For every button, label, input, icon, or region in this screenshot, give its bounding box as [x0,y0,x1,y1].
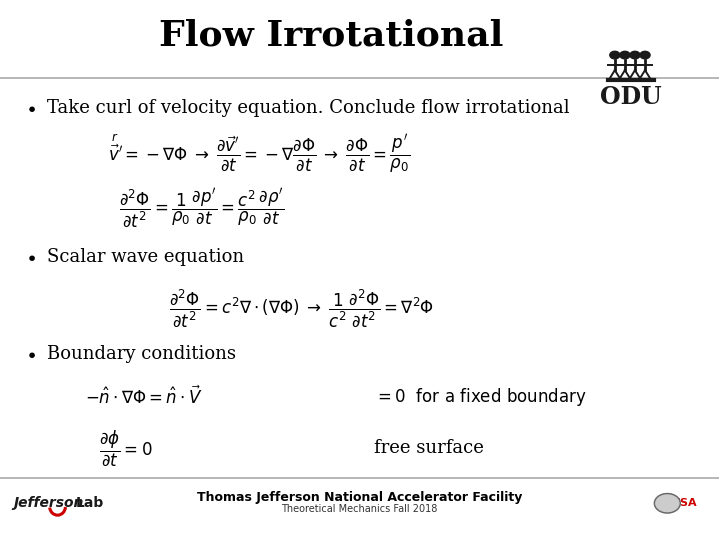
Circle shape [620,51,630,59]
Circle shape [630,51,640,59]
Text: Scalar wave equation: Scalar wave equation [47,247,244,266]
Text: $\overset{r}{\vec{v}}' = -\nabla\Phi \;\rightarrow\; \dfrac{\partial \vec{v}'}{\: $\overset{r}{\vec{v}}' = -\nabla\Phi \;\… [108,133,410,175]
Text: $-\hat{n}\cdot\nabla\Phi = \hat{n}\cdot\vec{V}$: $-\hat{n}\cdot\nabla\Phi = \hat{n}\cdot\… [85,386,202,408]
Text: $\dfrac{\partial^2\Phi}{\partial t^2} = \dfrac{1}{\rho_0}\dfrac{\partial p'}{\pa: $\dfrac{\partial^2\Phi}{\partial t^2} = … [119,186,284,230]
Text: free surface: free surface [374,439,484,457]
Text: $= 0\ \ \mathrm{for\ a\ fixed\ boundary}$: $= 0\ \ \mathrm{for\ a\ fixed\ boundary}… [374,386,587,408]
Circle shape [654,494,680,513]
Text: $\bullet$: $\bullet$ [25,247,36,266]
Text: Theoretical Mechanics Fall 2018: Theoretical Mechanics Fall 2018 [282,504,438,514]
Text: Take curl of velocity equation. Conclude flow irrotational: Take curl of velocity equation. Conclude… [47,99,570,117]
Text: ODU: ODU [600,85,662,109]
Text: Jefferson: Jefferson [13,496,84,510]
Text: $\bullet$: $\bullet$ [25,98,36,118]
Text: $\dfrac{\partial^2\Phi}{\partial t^2} = c^2\nabla\cdot(\nabla\Phi) \;\rightarrow: $\dfrac{\partial^2\Phi}{\partial t^2} = … [169,287,435,328]
Circle shape [640,51,650,59]
Text: Boundary conditions: Boundary conditions [47,345,235,363]
Text: JSA: JSA [676,498,697,508]
Text: Lab: Lab [76,496,104,510]
Text: Flow Irrotational: Flow Irrotational [158,18,503,52]
Text: Thomas Jefferson National Accelerator Facility: Thomas Jefferson National Accelerator Fa… [197,491,522,504]
Text: $\dfrac{\partial\phi}{\partial t} = 0$: $\dfrac{\partial\phi}{\partial t} = 0$ [99,429,153,468]
Circle shape [610,51,620,59]
Text: $\bullet$: $\bullet$ [25,344,36,363]
